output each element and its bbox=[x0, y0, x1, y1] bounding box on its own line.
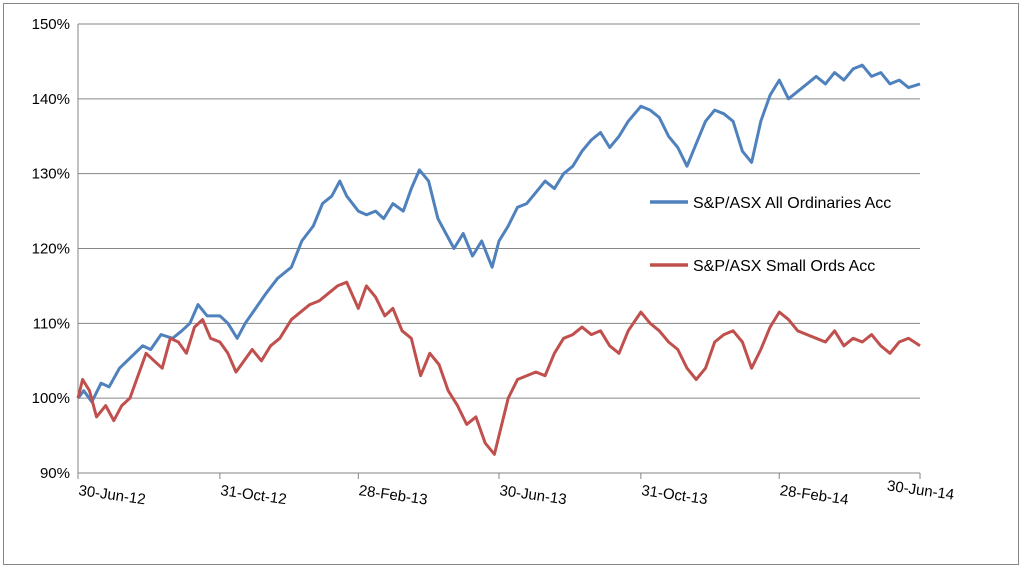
legend: S&P/ASX All Ordinaries Acc S&P/ASX Small… bbox=[650, 195, 891, 275]
legend-item-small-ords: S&P/ASX Small Ords Acc bbox=[650, 258, 875, 275]
x-tick-label: 30-Jun-14 bbox=[886, 477, 955, 503]
y-tick-label: 90% bbox=[40, 465, 70, 482]
y-tick-labels: 90% 100% 110% 120% 130% 140% 150% bbox=[32, 16, 70, 482]
x-tick-label: 30-Jun-13 bbox=[498, 482, 567, 508]
x-tick-label: 31-Oct-12 bbox=[219, 482, 287, 508]
legend-label-all-ords: S&P/ASX All Ordinaries Acc bbox=[693, 195, 891, 212]
y-tick-label: 100% bbox=[32, 390, 70, 407]
series-line-small-ords bbox=[76, 280, 921, 456]
x-tick-label: 31-Oct-13 bbox=[640, 482, 708, 508]
x-tick-label: 28-Feb-14 bbox=[779, 482, 850, 508]
x-tick-labels: 30-Jun-12 31-Oct-12 28-Feb-13 30-Jun-13 31-O… bbox=[77, 477, 955, 508]
legend-item-all-ords: S&P/ASX All Ordinaries Acc bbox=[650, 195, 891, 212]
y-tick-label: 120% bbox=[32, 241, 70, 258]
y-tick-label: 110% bbox=[33, 315, 70, 332]
series-lines bbox=[76, 63, 921, 456]
axes bbox=[77, 24, 921, 479]
x-tick-label: 30-Jun-12 bbox=[77, 482, 146, 508]
series-line-all-ords bbox=[76, 63, 921, 404]
y-tick-label: 130% bbox=[32, 166, 70, 183]
chart-frame bbox=[3, 3, 1019, 565]
x-tick-label: 28-Feb-13 bbox=[358, 482, 429, 508]
y-tick-label: 150% bbox=[32, 16, 70, 33]
legend-label-small-ords: S&P/ASX Small Ords Acc bbox=[693, 258, 875, 275]
y-tick-label: 140% bbox=[32, 91, 70, 108]
grid-lines bbox=[78, 23, 920, 399]
